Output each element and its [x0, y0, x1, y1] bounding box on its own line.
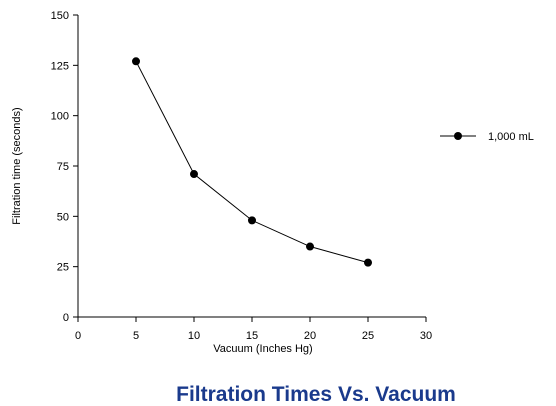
- x-axis-ticks: 0 5 10 15 20 25 30: [75, 317, 432, 342]
- y-tick-label: 0: [63, 312, 69, 324]
- legend: 1,000 mL: [440, 131, 534, 143]
- y-tick-label: 50: [57, 211, 69, 223]
- x-tick-label: 5: [133, 330, 139, 342]
- legend-label: 1,000 mL: [488, 131, 534, 143]
- x-tick-label: 25: [362, 330, 374, 342]
- x-tick-label: 30: [420, 330, 432, 342]
- y-tick-label: 150: [51, 10, 69, 22]
- x-tick-label: 10: [188, 330, 200, 342]
- y-tick-label: 25: [57, 262, 69, 274]
- data-point: [132, 57, 140, 66]
- data-point: [248, 216, 256, 225]
- data-point: [190, 170, 198, 179]
- x-tick-label: 0: [75, 330, 81, 342]
- legend-marker: [454, 132, 462, 140]
- data-point: [306, 242, 314, 251]
- series-line: [135, 61, 369, 264]
- series-lines: [135, 61, 369, 264]
- x-tick-label: 15: [246, 330, 258, 342]
- y-tick-label: 100: [51, 111, 69, 123]
- chart-title: Filtration Times Vs. Vacuum: [176, 383, 456, 406]
- series-points: [132, 57, 372, 267]
- y-tick-label: 75: [57, 161, 69, 173]
- data-point: [364, 258, 372, 267]
- y-tick-label: 125: [51, 60, 69, 72]
- x-tick-label: 20: [304, 330, 316, 342]
- y-axis-title: Filtration time (seconds): [11, 107, 23, 224]
- x-axis-title: Vacuum (Inches Hg): [213, 343, 312, 355]
- y-axis-ticks: 0 25 50 75 100 125 150: [51, 10, 78, 324]
